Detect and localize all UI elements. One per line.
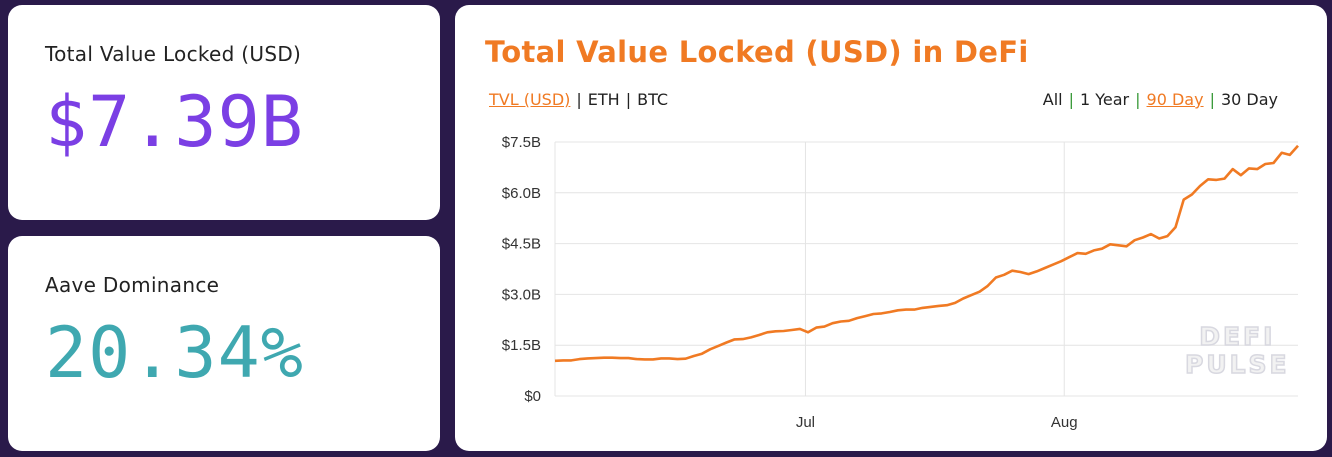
aave-dominance-card: Aave Dominance 20.34% <box>8 236 440 451</box>
aave-dominance-value: 20.34% <box>45 312 304 394</box>
separator: | <box>1135 90 1141 109</box>
currency-option-tvl-usd[interactable]: TVL (USD) <box>489 90 571 109</box>
separator: | <box>576 90 582 109</box>
x-axis-ticks: Jul Aug <box>796 414 1078 431</box>
range-option-30-day[interactable]: 30 Day <box>1220 90 1278 109</box>
tvl-label: Total Value Locked (USD) <box>45 42 302 66</box>
currency-option-btc[interactable]: BTC <box>637 90 669 109</box>
tvl-value: $7.39B <box>45 81 304 163</box>
range-option-90-day[interactable]: 90 Day <box>1146 90 1204 109</box>
separator: | <box>1209 90 1215 109</box>
chart-grid <box>554 141 1298 397</box>
y-tick-label: $0 <box>524 388 541 405</box>
range-option-all[interactable]: All <box>1042 90 1063 109</box>
tvl-series-line <box>554 144 1299 363</box>
tvl-line-chart: $0 $1.5B $3.0B $4.5B $6.0B $7.5B Jul Aug <box>502 134 1299 431</box>
watermark-line-1: DEFI <box>1198 322 1276 352</box>
separator: | <box>1068 90 1074 109</box>
x-tick-label: Aug <box>1051 414 1078 431</box>
currency-option-eth[interactable]: ETH <box>587 90 620 109</box>
x-tick-label: Jul <box>796 414 815 431</box>
tvl-chart-card: Total Value Locked (USD) in DeFi TVL (US… <box>455 5 1327 451</box>
y-tick-label: $1.5B <box>502 337 541 354</box>
tvl-card: Total Value Locked (USD) $7.39B <box>8 5 440 220</box>
watermark-line-2: PULSE <box>1184 350 1290 380</box>
defi-pulse-watermark: DEFI PULSE <box>1184 322 1290 380</box>
currency-toggle: TVL (USD) | ETH | BTC <box>489 90 668 109</box>
separator: | <box>625 90 632 109</box>
range-option-1-year[interactable]: 1 Year <box>1079 90 1130 109</box>
y-tick-label: $6.0B <box>502 185 541 202</box>
y-tick-label: $4.5B <box>502 236 541 253</box>
aave-dominance-label: Aave Dominance <box>45 273 220 297</box>
y-axis-ticks: $0 $1.5B $3.0B $4.5B $6.0B $7.5B <box>502 134 541 405</box>
y-tick-label: $7.5B <box>502 134 541 151</box>
range-toggle: All | 1 Year | 90 Day | 30 Day <box>1043 90 1278 109</box>
chart-title: Total Value Locked (USD) in DeFi <box>485 35 1029 69</box>
y-tick-label: $3.0B <box>502 286 541 303</box>
